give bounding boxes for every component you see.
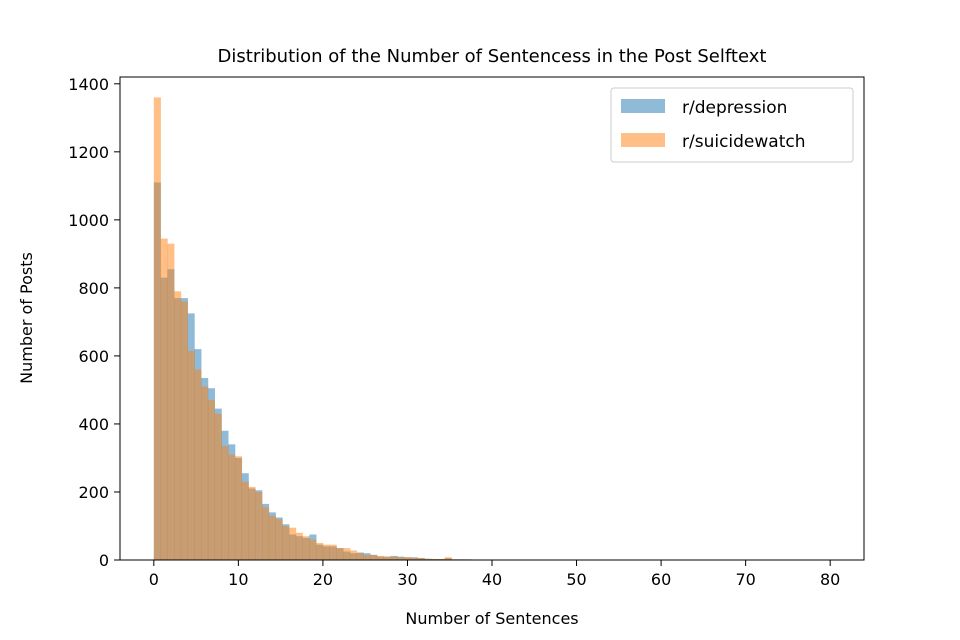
histogram-bar-suicidewatch	[295, 532, 303, 560]
x-tick-label: 40	[482, 570, 502, 589]
histogram-bar-suicidewatch	[329, 544, 337, 560]
histogram-bar-suicidewatch	[404, 557, 412, 560]
histogram-bar-suicidewatch	[221, 446, 229, 560]
y-tick-label: 600	[78, 347, 109, 366]
y-tick-label: 1000	[68, 211, 109, 230]
chart-title: Distribution of the Number of Sentencess…	[218, 46, 767, 67]
histogram-bar-suicidewatch	[248, 486, 256, 560]
histogram-bar-suicidewatch	[214, 413, 222, 560]
histogram-bar-suicidewatch	[289, 527, 297, 560]
histogram-bar-suicidewatch	[383, 556, 391, 560]
histogram-bar-suicidewatch	[201, 386, 209, 560]
histogram-bar-suicidewatch	[336, 548, 344, 560]
histogram-bar-suicidewatch	[444, 557, 452, 560]
histogram-bar-suicidewatch	[390, 556, 398, 560]
histogram-bar-suicidewatch	[207, 400, 215, 560]
histogram-bar-suicidewatch	[262, 507, 270, 560]
legend-swatch-depression	[621, 99, 665, 113]
histogram-bar-suicidewatch	[431, 558, 439, 560]
x-axis: 0 10 20 30 40 50 60 70 80	[149, 560, 840, 589]
x-tick-label: 0	[149, 570, 159, 589]
histogram-bar-suicidewatch	[255, 491, 263, 560]
histogram-bar-suicidewatch	[160, 238, 168, 560]
histogram-bar-suicidewatch	[410, 557, 418, 560]
y-tick-label: 0	[99, 551, 109, 570]
legend-label-depression: r/depression	[682, 98, 787, 118]
histogram-bar-suicidewatch	[187, 350, 195, 560]
x-tick-label: 50	[566, 570, 586, 589]
histogram-bar-suicidewatch	[268, 515, 276, 560]
y-axis-label: Number of Posts	[17, 252, 36, 384]
histogram-bar-suicidewatch	[322, 544, 330, 560]
x-tick-label: 30	[397, 570, 417, 589]
histogram-bar-suicidewatch	[241, 481, 249, 560]
x-tick-label: 10	[228, 570, 248, 589]
legend-label-suicidewatch: r/suicidewatch	[682, 132, 806, 152]
histogram-bar-suicidewatch	[343, 548, 351, 560]
histogram-bar-suicidewatch	[234, 456, 243, 560]
histogram-bar-suicidewatch	[228, 454, 236, 560]
y-tick-label: 1200	[68, 143, 109, 162]
y-tick-label: 800	[78, 279, 109, 298]
legend: r/depression r/suicidewatch	[610, 87, 854, 163]
histogram-bar-suicidewatch	[377, 555, 385, 560]
histogram-bar-suicidewatch	[417, 557, 425, 560]
histogram-bar-suicidewatch	[349, 550, 358, 560]
x-axis-label: Number of Sentences	[405, 609, 578, 628]
legend-frame	[610, 87, 854, 163]
histogram-bar-suicidewatch	[194, 369, 202, 560]
histogram-bar-suicidewatch	[302, 536, 310, 560]
histogram-bar-suicidewatch	[180, 301, 188, 560]
legend-swatch-suicidewatch	[621, 133, 665, 147]
series-suicidewatch-bars	[153, 97, 500, 561]
histogram-bar-suicidewatch	[370, 554, 378, 560]
histogram-bar-suicidewatch	[275, 519, 283, 560]
x-tick-label: 20	[313, 570, 333, 589]
histogram-bar-suicidewatch	[282, 525, 290, 560]
y-tick-label: 1400	[68, 75, 109, 94]
histogram-bar-suicidewatch	[153, 97, 161, 560]
histogram-bar-suicidewatch	[356, 553, 364, 560]
histogram-bar-suicidewatch	[316, 542, 324, 560]
histogram-bar-suicidewatch	[424, 558, 432, 560]
y-axis: 0 200 400 600 800 1000 1200 1400	[68, 75, 120, 570]
x-tick-label: 60	[651, 570, 671, 589]
x-tick-label: 70	[735, 570, 755, 589]
histogram-bar-suicidewatch	[174, 291, 182, 560]
histogram-bar-suicidewatch	[309, 539, 317, 560]
histogram-bar-suicidewatch	[363, 554, 371, 560]
histogram-bar-suicidewatch	[397, 557, 405, 560]
histogram-bar-suicidewatch	[437, 558, 445, 560]
histogram-bar-suicidewatch	[167, 243, 175, 561]
y-tick-label: 200	[78, 483, 109, 502]
y-tick-label: 400	[78, 415, 109, 434]
x-tick-label: 80	[820, 570, 840, 589]
